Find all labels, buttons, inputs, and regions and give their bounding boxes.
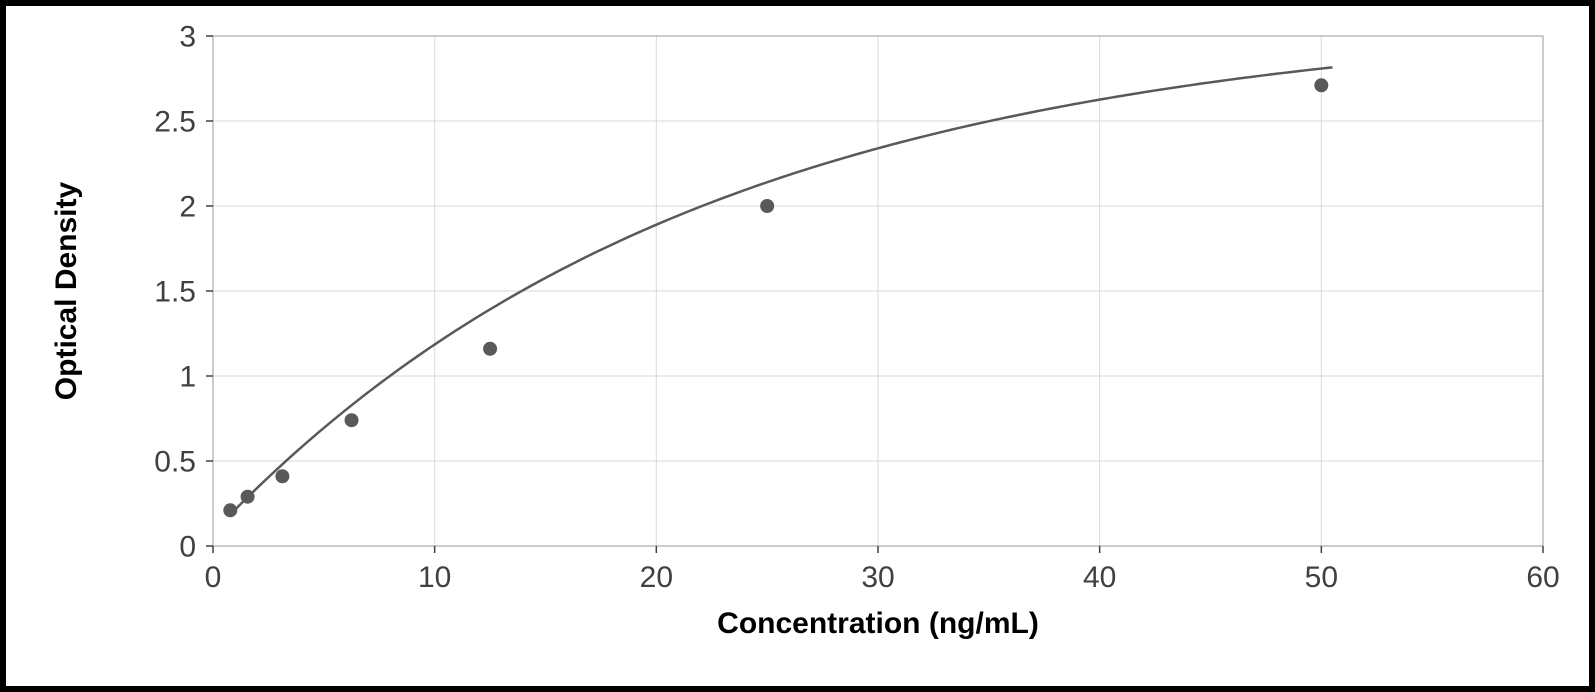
svg-text:3: 3: [179, 21, 196, 54]
svg-text:2: 2: [179, 191, 196, 224]
svg-text:1.5: 1.5: [154, 276, 196, 309]
data-point: [1314, 78, 1328, 92]
svg-text:50: 50: [1305, 561, 1338, 594]
svg-text:1: 1: [179, 361, 196, 394]
chart-container: 0 10 20 30 40 50 60 0 0.5 1 1.5 2 2.5 3 Concentration …: [6, 6, 1589, 686]
chart-frame: 0 10 20 30 40 50 60 0 0.5 1 1.5 2 2.5 3 Concentration …: [0, 0, 1595, 692]
svg-text:10: 10: [418, 561, 451, 594]
data-point: [483, 342, 497, 356]
data-point: [275, 469, 289, 483]
chart-svg: 0 10 20 30 40 50 60 0 0.5 1 1.5 2 2.5 3 Concentration …: [6, 6, 1589, 686]
data-point: [241, 490, 255, 504]
x-axis-label: Concentration (ng/mL): [717, 607, 1039, 640]
svg-text:0: 0: [205, 561, 222, 594]
svg-text:20: 20: [640, 561, 673, 594]
data-point: [223, 503, 237, 517]
y-axis-label: Optical Density: [50, 181, 83, 400]
svg-text:60: 60: [1526, 561, 1559, 594]
svg-text:40: 40: [1083, 561, 1116, 594]
svg-text:2.5: 2.5: [154, 106, 196, 139]
data-point: [760, 199, 774, 213]
svg-text:30: 30: [861, 561, 894, 594]
svg-text:0: 0: [179, 531, 196, 564]
data-point: [345, 413, 359, 427]
svg-text:0.5: 0.5: [154, 446, 196, 479]
